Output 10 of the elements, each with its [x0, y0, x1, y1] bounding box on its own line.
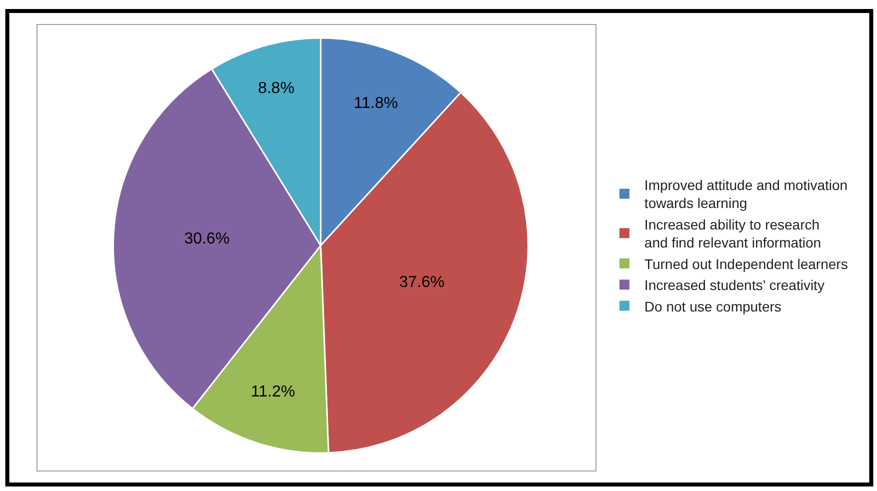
legend-label: Turned out Independent learners	[644, 256, 848, 272]
data-label: 8.8%	[258, 80, 294, 98]
legend-label: Increased ability to research and find relevant information	[644, 216, 822, 251]
data-label: 37.6%	[399, 274, 445, 292]
data-label: 30.6%	[184, 230, 230, 248]
data-label: 11.2%	[250, 384, 296, 401]
legend-label: Do not use computers	[644, 298, 782, 314]
legend-label: Increased students’ creativity	[644, 277, 824, 294]
data-label: 11.8%	[354, 95, 398, 112]
legend-label: Improved attitude and motivation towards learning	[644, 177, 848, 212]
